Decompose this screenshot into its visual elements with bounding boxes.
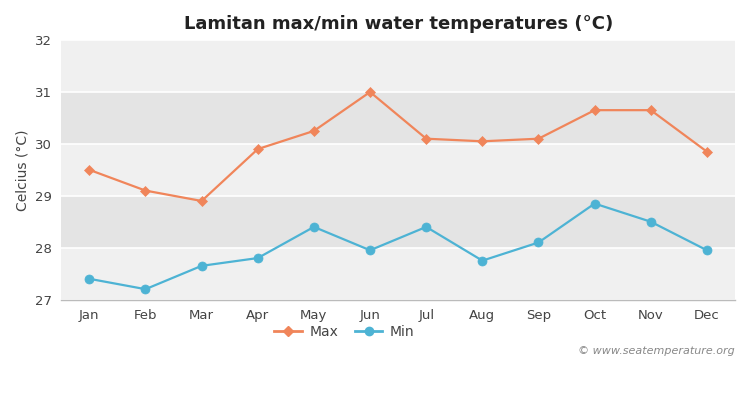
Bar — [62, 196, 735, 248]
Title: Lamitan max/min water temperatures (°C): Lamitan max/min water temperatures (°C) — [184, 15, 613, 33]
Bar — [62, 92, 735, 144]
Text: © www.seatemperature.org: © www.seatemperature.org — [578, 346, 735, 356]
Legend: Max, Min: Max, Min — [269, 319, 419, 344]
Y-axis label: Celcius (°C): Celcius (°C) — [15, 129, 29, 210]
